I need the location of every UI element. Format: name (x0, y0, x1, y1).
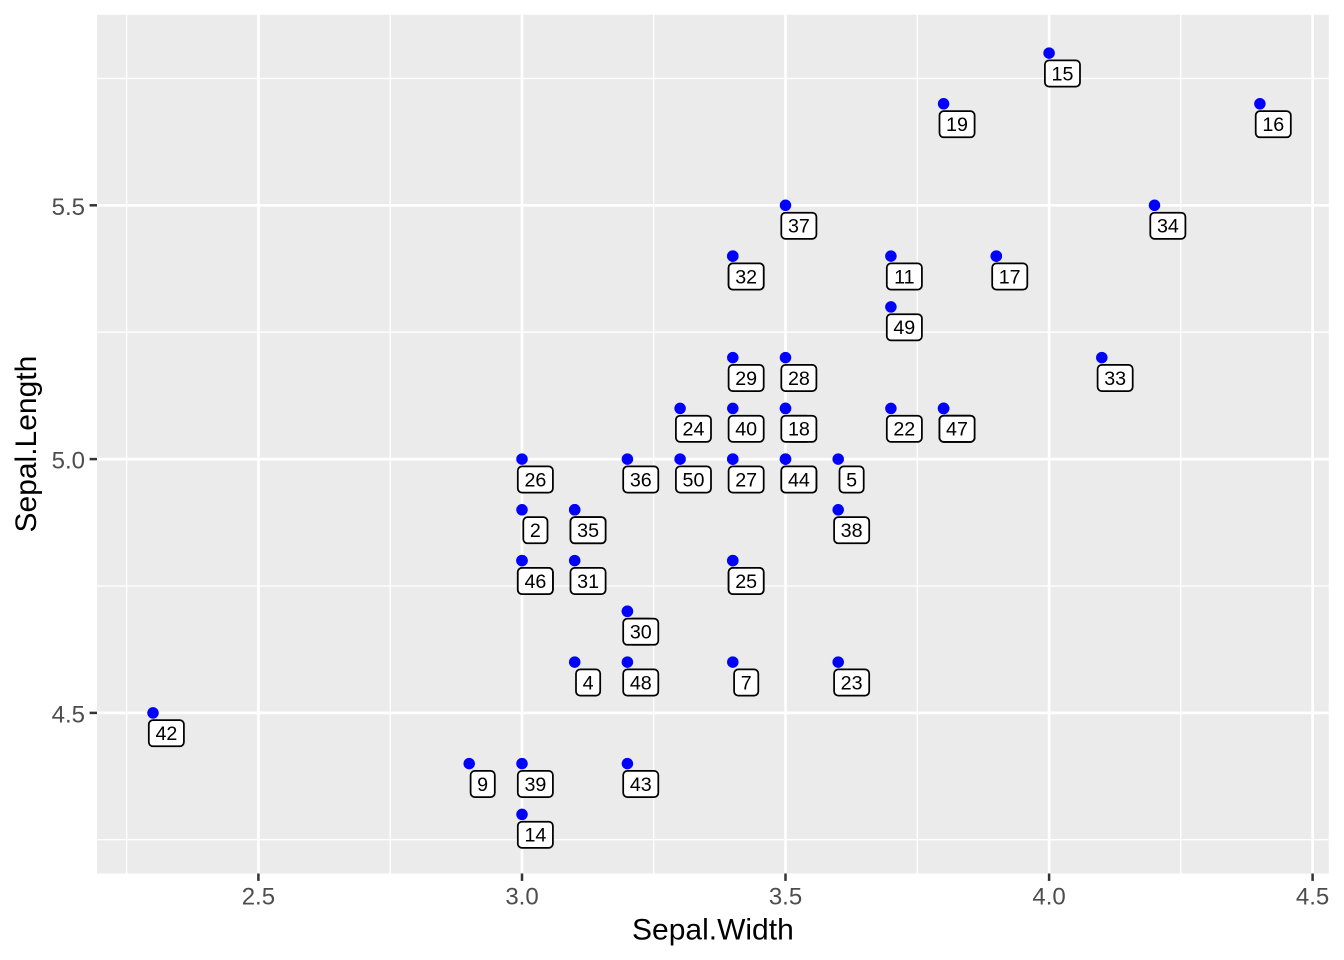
svg-text:15: 15 (1052, 63, 1074, 85)
svg-text:32: 32 (735, 266, 757, 288)
svg-text:23: 23 (841, 672, 863, 694)
svg-text:3.5: 3.5 (769, 884, 802, 911)
svg-text:3.0: 3.0 (505, 884, 538, 911)
svg-text:17: 17 (999, 266, 1021, 288)
svg-text:18: 18 (788, 419, 810, 441)
svg-text:43: 43 (630, 774, 652, 796)
svg-text:24: 24 (683, 419, 705, 441)
svg-text:49: 49 (893, 317, 915, 339)
svg-text:31: 31 (577, 571, 599, 593)
svg-text:28: 28 (788, 368, 810, 390)
svg-text:30: 30 (630, 622, 652, 644)
svg-text:47: 47 (946, 419, 968, 441)
svg-text:Sepal.Width: Sepal.Width (632, 913, 794, 946)
svg-text:2.5: 2.5 (242, 884, 275, 911)
svg-text:14: 14 (524, 825, 546, 847)
svg-text:4.0: 4.0 (1032, 884, 1065, 911)
svg-text:16: 16 (1262, 114, 1284, 136)
svg-text:Sepal.Length: Sepal.Length (10, 356, 43, 533)
svg-text:44: 44 (788, 469, 810, 491)
svg-text:25: 25 (735, 571, 757, 593)
svg-text:29: 29 (735, 368, 757, 390)
svg-text:22: 22 (893, 419, 915, 441)
svg-text:37: 37 (788, 216, 810, 238)
svg-text:46: 46 (524, 571, 546, 593)
svg-text:33: 33 (1104, 368, 1126, 390)
svg-text:36: 36 (630, 469, 652, 491)
svg-text:7: 7 (741, 672, 752, 694)
svg-text:4.5: 4.5 (52, 702, 85, 729)
svg-text:34: 34 (1157, 216, 1179, 238)
svg-text:19: 19 (946, 114, 968, 136)
svg-text:40: 40 (735, 419, 757, 441)
svg-text:39: 39 (524, 774, 546, 796)
svg-text:26: 26 (524, 469, 546, 491)
svg-text:11: 11 (894, 266, 914, 288)
svg-text:42: 42 (155, 723, 177, 745)
svg-text:38: 38 (841, 520, 863, 542)
svg-text:50: 50 (683, 469, 705, 491)
svg-text:35: 35 (577, 520, 599, 542)
svg-text:4: 4 (583, 672, 594, 694)
svg-text:48: 48 (630, 672, 652, 694)
svg-text:4.5: 4.5 (1296, 884, 1329, 911)
svg-text:2: 2 (530, 520, 541, 542)
svg-text:27: 27 (735, 469, 757, 491)
svg-text:5.5: 5.5 (52, 194, 85, 221)
svg-text:9: 9 (477, 774, 488, 796)
svg-text:5.0: 5.0 (52, 448, 85, 475)
svg-text:5: 5 (846, 469, 857, 491)
